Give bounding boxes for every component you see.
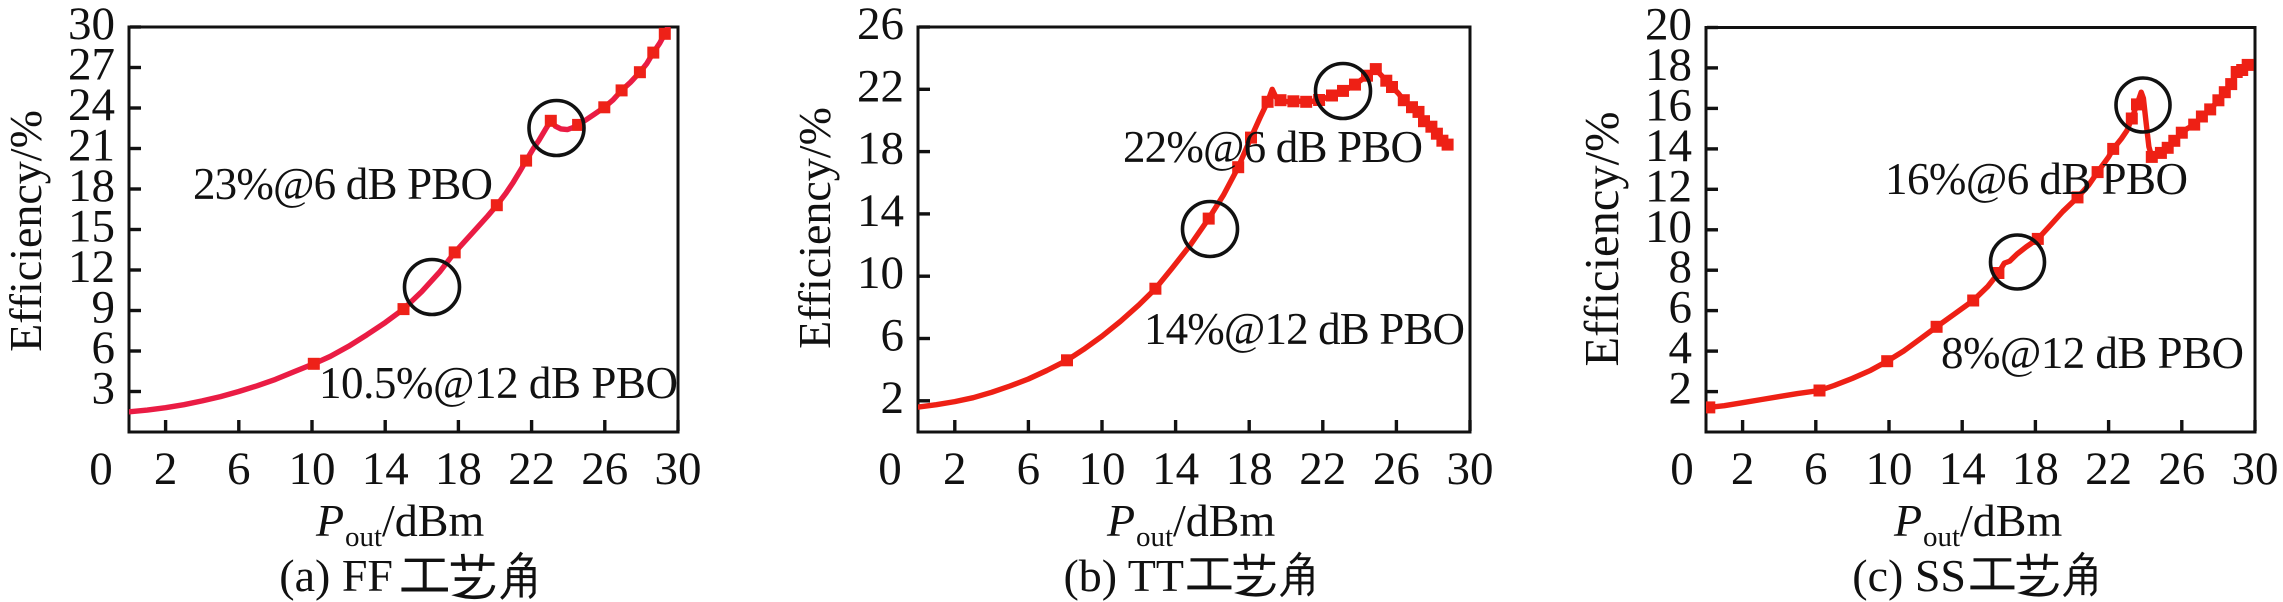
svg-text:2: 2	[1731, 443, 1755, 495]
svg-text:6: 6	[1017, 443, 1041, 495]
svg-text:/dBm: /dBm	[1173, 495, 1275, 546]
svg-text:22: 22	[1299, 443, 1346, 495]
svg-text:18: 18	[1645, 39, 1692, 91]
svg-text:4: 4	[1669, 322, 1693, 374]
svg-text:23%@6 dB PBO: 23%@6 dB PBO	[193, 159, 493, 209]
svg-text:18: 18	[435, 443, 482, 495]
svg-text:26: 26	[857, 0, 904, 50]
svg-text:2: 2	[943, 443, 967, 495]
svg-text:0: 0	[89, 443, 113, 495]
svg-text:30: 30	[1447, 443, 1494, 495]
svg-text:8: 8	[1669, 241, 1693, 293]
svg-text:P: P	[315, 495, 344, 546]
svg-text:10: 10	[1645, 201, 1692, 253]
svg-text:14%@12 dB PBO: 14%@12 dB PBO	[1144, 304, 1465, 354]
svg-text:6: 6	[92, 322, 116, 374]
svg-text:10: 10	[1866, 443, 1913, 495]
svg-text:9: 9	[92, 282, 116, 334]
svg-text:6: 6	[1804, 443, 1828, 495]
svg-text:out: out	[1136, 521, 1173, 553]
svg-text:Efficiency/%: Efficiency/%	[0, 110, 51, 352]
svg-text:21: 21	[68, 120, 115, 172]
svg-text:out: out	[1923, 521, 1960, 553]
svg-text:out: out	[345, 521, 382, 553]
svg-text:14: 14	[1152, 443, 1199, 495]
svg-text:26: 26	[581, 443, 628, 495]
svg-text:30: 30	[2232, 443, 2279, 495]
svg-text:2: 2	[1669, 363, 1693, 415]
svg-text:Efficiency/%: Efficiency/%	[1576, 112, 1629, 367]
svg-text:27: 27	[68, 39, 115, 91]
svg-text:8%@12 dB PBO: 8%@12 dB PBO	[1941, 328, 2244, 378]
svg-text:22%@6 dB PBO: 22%@6 dB PBO	[1123, 122, 1423, 172]
svg-text:(a) FF: (a) FF	[279, 550, 393, 601]
svg-text:22: 22	[857, 60, 904, 112]
svg-text:26: 26	[2158, 443, 2205, 495]
svg-text:2: 2	[154, 443, 178, 495]
svg-text:20: 20	[1645, 0, 1692, 51]
svg-text:16%@6 dB PBO: 16%@6 dB PBO	[1885, 154, 2188, 204]
svg-text:18: 18	[1226, 443, 1273, 495]
svg-text:(c) SS: (c) SS	[1852, 550, 1966, 601]
svg-text:6: 6	[881, 310, 905, 362]
svg-text:26: 26	[1373, 443, 1420, 495]
svg-text:2: 2	[881, 372, 905, 424]
svg-text:14: 14	[1645, 120, 1692, 172]
svg-text:0: 0	[878, 443, 902, 495]
svg-text:/dBm: /dBm	[382, 495, 484, 546]
svg-text:10: 10	[857, 247, 904, 299]
svg-text:14: 14	[857, 185, 904, 237]
svg-text:24: 24	[68, 79, 115, 131]
svg-text:6: 6	[227, 443, 251, 495]
svg-text:22: 22	[508, 443, 555, 495]
svg-text:0: 0	[1670, 443, 1694, 495]
svg-text:30: 30	[655, 443, 702, 495]
svg-text:10: 10	[289, 443, 336, 495]
svg-text:14: 14	[1939, 443, 1986, 495]
svg-text:(b) TT: (b) TT	[1063, 550, 1184, 601]
svg-text:Efficiency/%: Efficiency/%	[789, 107, 840, 349]
svg-text:18: 18	[857, 123, 904, 175]
svg-text:14: 14	[362, 443, 409, 495]
svg-text:P: P	[1893, 495, 1922, 546]
svg-text:6: 6	[1669, 282, 1693, 334]
svg-text:/dBm: /dBm	[1960, 495, 2062, 546]
svg-text:10.5%@12 dB PBO: 10.5%@12 dB PBO	[319, 358, 678, 408]
svg-text:P: P	[1106, 495, 1135, 546]
svg-text:18: 18	[68, 160, 115, 212]
svg-text:12: 12	[1645, 160, 1692, 212]
svg-text:18: 18	[2012, 443, 2059, 495]
svg-text:3: 3	[92, 363, 116, 415]
svg-text:15: 15	[68, 201, 115, 253]
svg-text:30: 30	[68, 0, 115, 50]
svg-text:22: 22	[2085, 443, 2132, 495]
svg-text:12: 12	[68, 241, 115, 293]
svg-text:16: 16	[1645, 79, 1692, 131]
svg-text:10: 10	[1079, 443, 1126, 495]
